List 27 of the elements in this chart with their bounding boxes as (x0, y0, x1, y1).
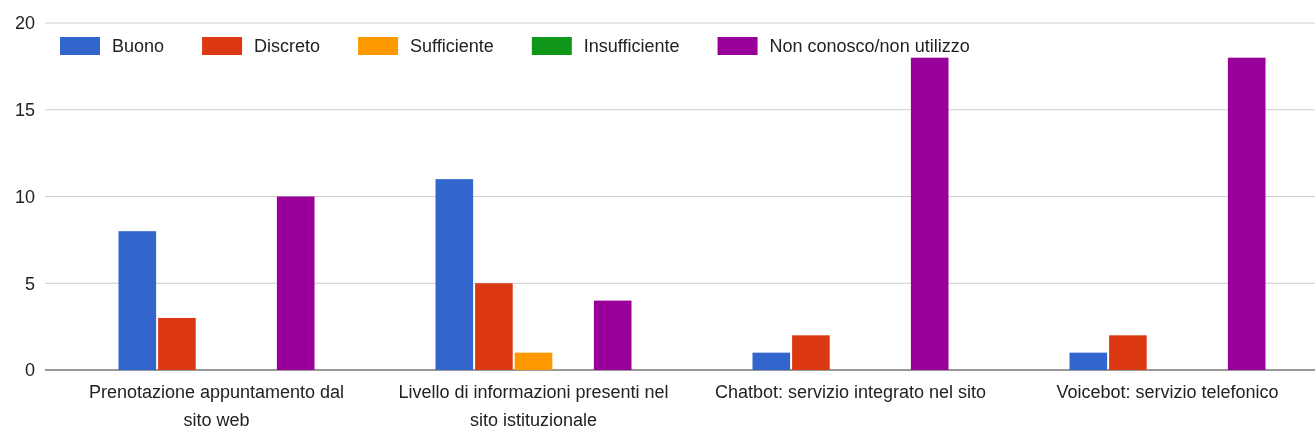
x-tick-label: Prenotazione appuntamento dal sito web (88, 382, 345, 430)
x-tick-label: Voicebot: servizio telefonico (1056, 382, 1279, 402)
legend-label: Sufficiente (410, 36, 494, 56)
bar (910, 57, 949, 370)
bar (158, 317, 196, 370)
x-tick-label: Chatbot: servizio integrato nel sito (714, 382, 987, 402)
bar (475, 283, 513, 370)
y-tick-label: 20 (14, 13, 35, 34)
bar (792, 335, 830, 370)
legend-label: Discreto (254, 36, 321, 56)
y-tick-label: 15 (14, 100, 35, 121)
bar (1109, 335, 1147, 370)
bar (1227, 57, 1266, 370)
bar (1069, 352, 1108, 370)
y-tick-label: 0 (24, 360, 35, 381)
y-tick-label: 5 (24, 273, 35, 294)
legend-label: Buono (112, 36, 165, 56)
bar (435, 179, 474, 370)
y-tick-label: 10 (14, 186, 35, 207)
bar (752, 352, 791, 370)
bar (593, 300, 632, 370)
bar (514, 352, 553, 370)
bar (276, 196, 315, 370)
legend-label: Insufficiente (583, 36, 680, 56)
legend-label: Non conosco/non utilizzo (769, 36, 970, 56)
bar (118, 231, 157, 370)
x-tick-label: Livello di informazioni presenti nel sito istituzionale (398, 382, 669, 430)
